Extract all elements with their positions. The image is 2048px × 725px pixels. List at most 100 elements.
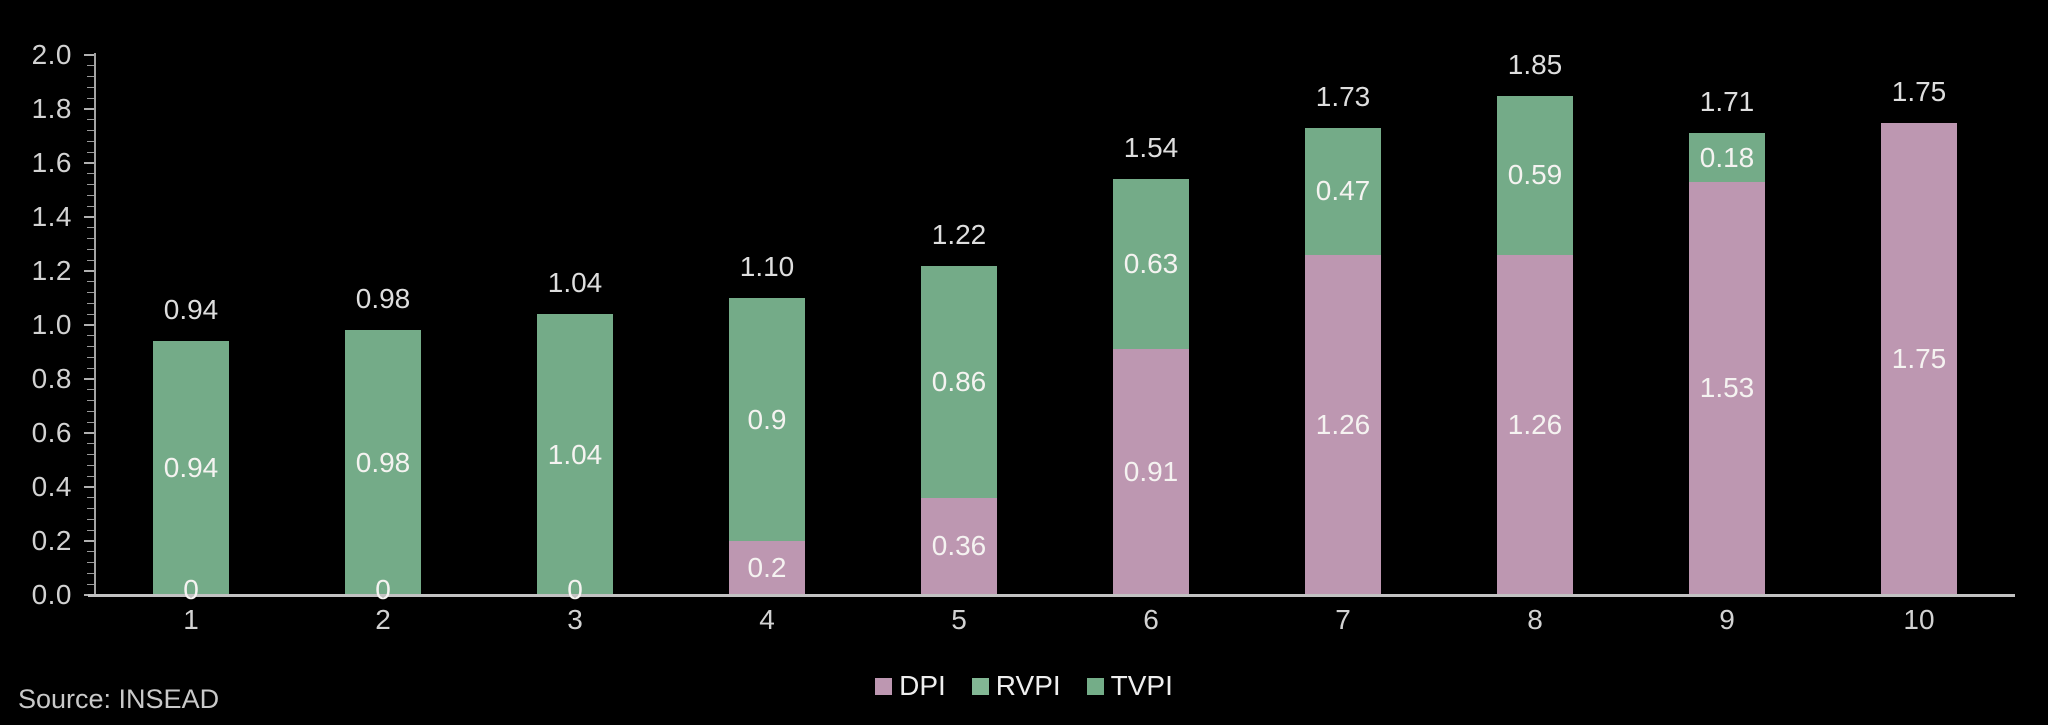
- source-label: Source: INSEAD: [18, 684, 220, 714]
- y-minor-tick: [87, 421, 94, 423]
- tvpi-total-label: 1.04: [547, 267, 603, 299]
- y-minor-tick: [87, 248, 94, 250]
- bar-segment-dpi: [729, 541, 805, 595]
- y-minor-tick: [87, 227, 94, 229]
- y-tick-label: 1.6: [31, 147, 72, 178]
- bar-segment-dpi: [1497, 254, 1573, 595]
- tvpi-total-label: 0.98: [355, 283, 411, 315]
- tvpi-total-label: 1.85: [1507, 48, 1563, 80]
- y-tick-label: 0.8: [31, 363, 72, 394]
- y-minor-tick: [87, 313, 94, 315]
- bar-segment-dpi: [921, 497, 997, 595]
- legend-swatch-tvpi: [1086, 677, 1104, 695]
- y-minor-tick: [87, 551, 94, 553]
- y-major-tick: [84, 54, 94, 56]
- y-tick-label: 1.2: [31, 255, 72, 286]
- y-minor-tick: [87, 454, 94, 456]
- legend-swatch-dpi: [875, 677, 893, 695]
- y-minor-tick: [87, 65, 94, 67]
- y-tick-label: 0.6: [31, 417, 72, 448]
- y-minor-tick: [87, 475, 94, 477]
- y-major-tick: [84, 378, 94, 380]
- bar-segment-rvpi: [1305, 127, 1381, 255]
- rvpi-value-label: 0.9: [747, 403, 787, 435]
- y-minor-tick: [87, 410, 94, 412]
- y-minor-tick: [87, 238, 94, 240]
- y-minor-tick: [87, 194, 94, 196]
- x-tick-label: 3: [567, 604, 583, 635]
- y-minor-tick: [87, 389, 94, 391]
- y-tick-label: 0.4: [31, 471, 72, 502]
- y-tick-label: 1.8: [31, 93, 72, 124]
- y-minor-tick: [87, 464, 94, 466]
- y-minor-tick: [87, 572, 94, 574]
- y-tick-label: 1.0: [31, 309, 72, 340]
- x-tick-label: 8: [1527, 604, 1543, 635]
- rvpi-value-label: 0.63: [1123, 248, 1179, 280]
- legend-item: TVPI: [1086, 669, 1173, 703]
- y-minor-tick: [87, 302, 94, 304]
- chart-legend: DPI RVPI TVPI: [0, 669, 2048, 703]
- y-minor-tick: [87, 443, 94, 445]
- y-major-tick: [84, 270, 94, 272]
- x-tick-label: 5: [951, 604, 967, 635]
- rvpi-value-label: 0.18: [1699, 141, 1755, 173]
- y-minor-tick: [87, 529, 94, 531]
- tvpi-total-label: 1.54: [1123, 132, 1179, 164]
- y-minor-tick: [87, 119, 94, 121]
- y-minor-tick: [87, 205, 94, 207]
- x-tick-label: 2: [375, 604, 391, 635]
- dpi-value-label: 1.26: [1507, 408, 1563, 440]
- legend-swatch-rvpi: [971, 677, 989, 695]
- rvpi-value-label: 0.94: [163, 452, 219, 484]
- y-major-tick: [84, 486, 94, 488]
- rvpi-value-label: 0.47: [1315, 175, 1371, 207]
- y-minor-tick: [87, 76, 94, 78]
- bar-segment-dpi: [1689, 181, 1765, 595]
- rvpi-value-label: 1.04: [547, 438, 603, 470]
- y-major-tick: [84, 108, 94, 110]
- bar-segment-rvpi: [921, 265, 997, 498]
- tvpi-total-label: 1.10: [739, 251, 795, 282]
- y-minor-tick: [87, 281, 94, 283]
- y-minor-tick: [87, 367, 94, 369]
- y-minor-tick: [87, 151, 94, 153]
- y-minor-tick: [87, 173, 94, 175]
- bar-segment-rvpi: [1689, 133, 1765, 182]
- y-major-tick: [84, 216, 94, 218]
- x-tick-label: 4: [759, 604, 775, 635]
- bar-segment-dpi: [1113, 349, 1189, 595]
- y-minor-tick: [87, 583, 94, 585]
- y-minor-tick: [87, 86, 94, 88]
- tvpi-total-label: 1.73: [1315, 80, 1371, 112]
- y-minor-tick: [87, 184, 94, 186]
- y-major-tick: [84, 540, 94, 542]
- legend-item: DPI: [875, 669, 946, 703]
- y-tick-label: 0.2: [31, 525, 72, 556]
- y-minor-tick: [87, 346, 94, 348]
- rvpi-value-label: 0.86: [931, 365, 987, 397]
- bar-segment-rvpi: [153, 341, 229, 595]
- legend-label: RVPI: [995, 670, 1061, 701]
- bar-segment-rvpi: [345, 330, 421, 595]
- y-minor-tick: [87, 335, 94, 337]
- dpi-value-label: 1.26: [1315, 408, 1371, 440]
- rvpi-value-label: 0.98: [355, 446, 411, 478]
- y-major-tick: [84, 432, 94, 434]
- y-axis-spine: [94, 53, 96, 596]
- dpi-value-label: 0.2: [747, 552, 787, 583]
- bar-segment-rvpi: [537, 314, 613, 595]
- rvpi-value-label: 0.59: [1507, 159, 1563, 191]
- tvpi-total-label: 1.71: [1699, 86, 1755, 118]
- y-minor-tick: [87, 140, 94, 142]
- legend-label: TVPI: [1110, 670, 1173, 701]
- legend-label: DPI: [899, 670, 946, 701]
- y-minor-tick: [87, 259, 94, 261]
- y-minor-tick: [87, 130, 94, 132]
